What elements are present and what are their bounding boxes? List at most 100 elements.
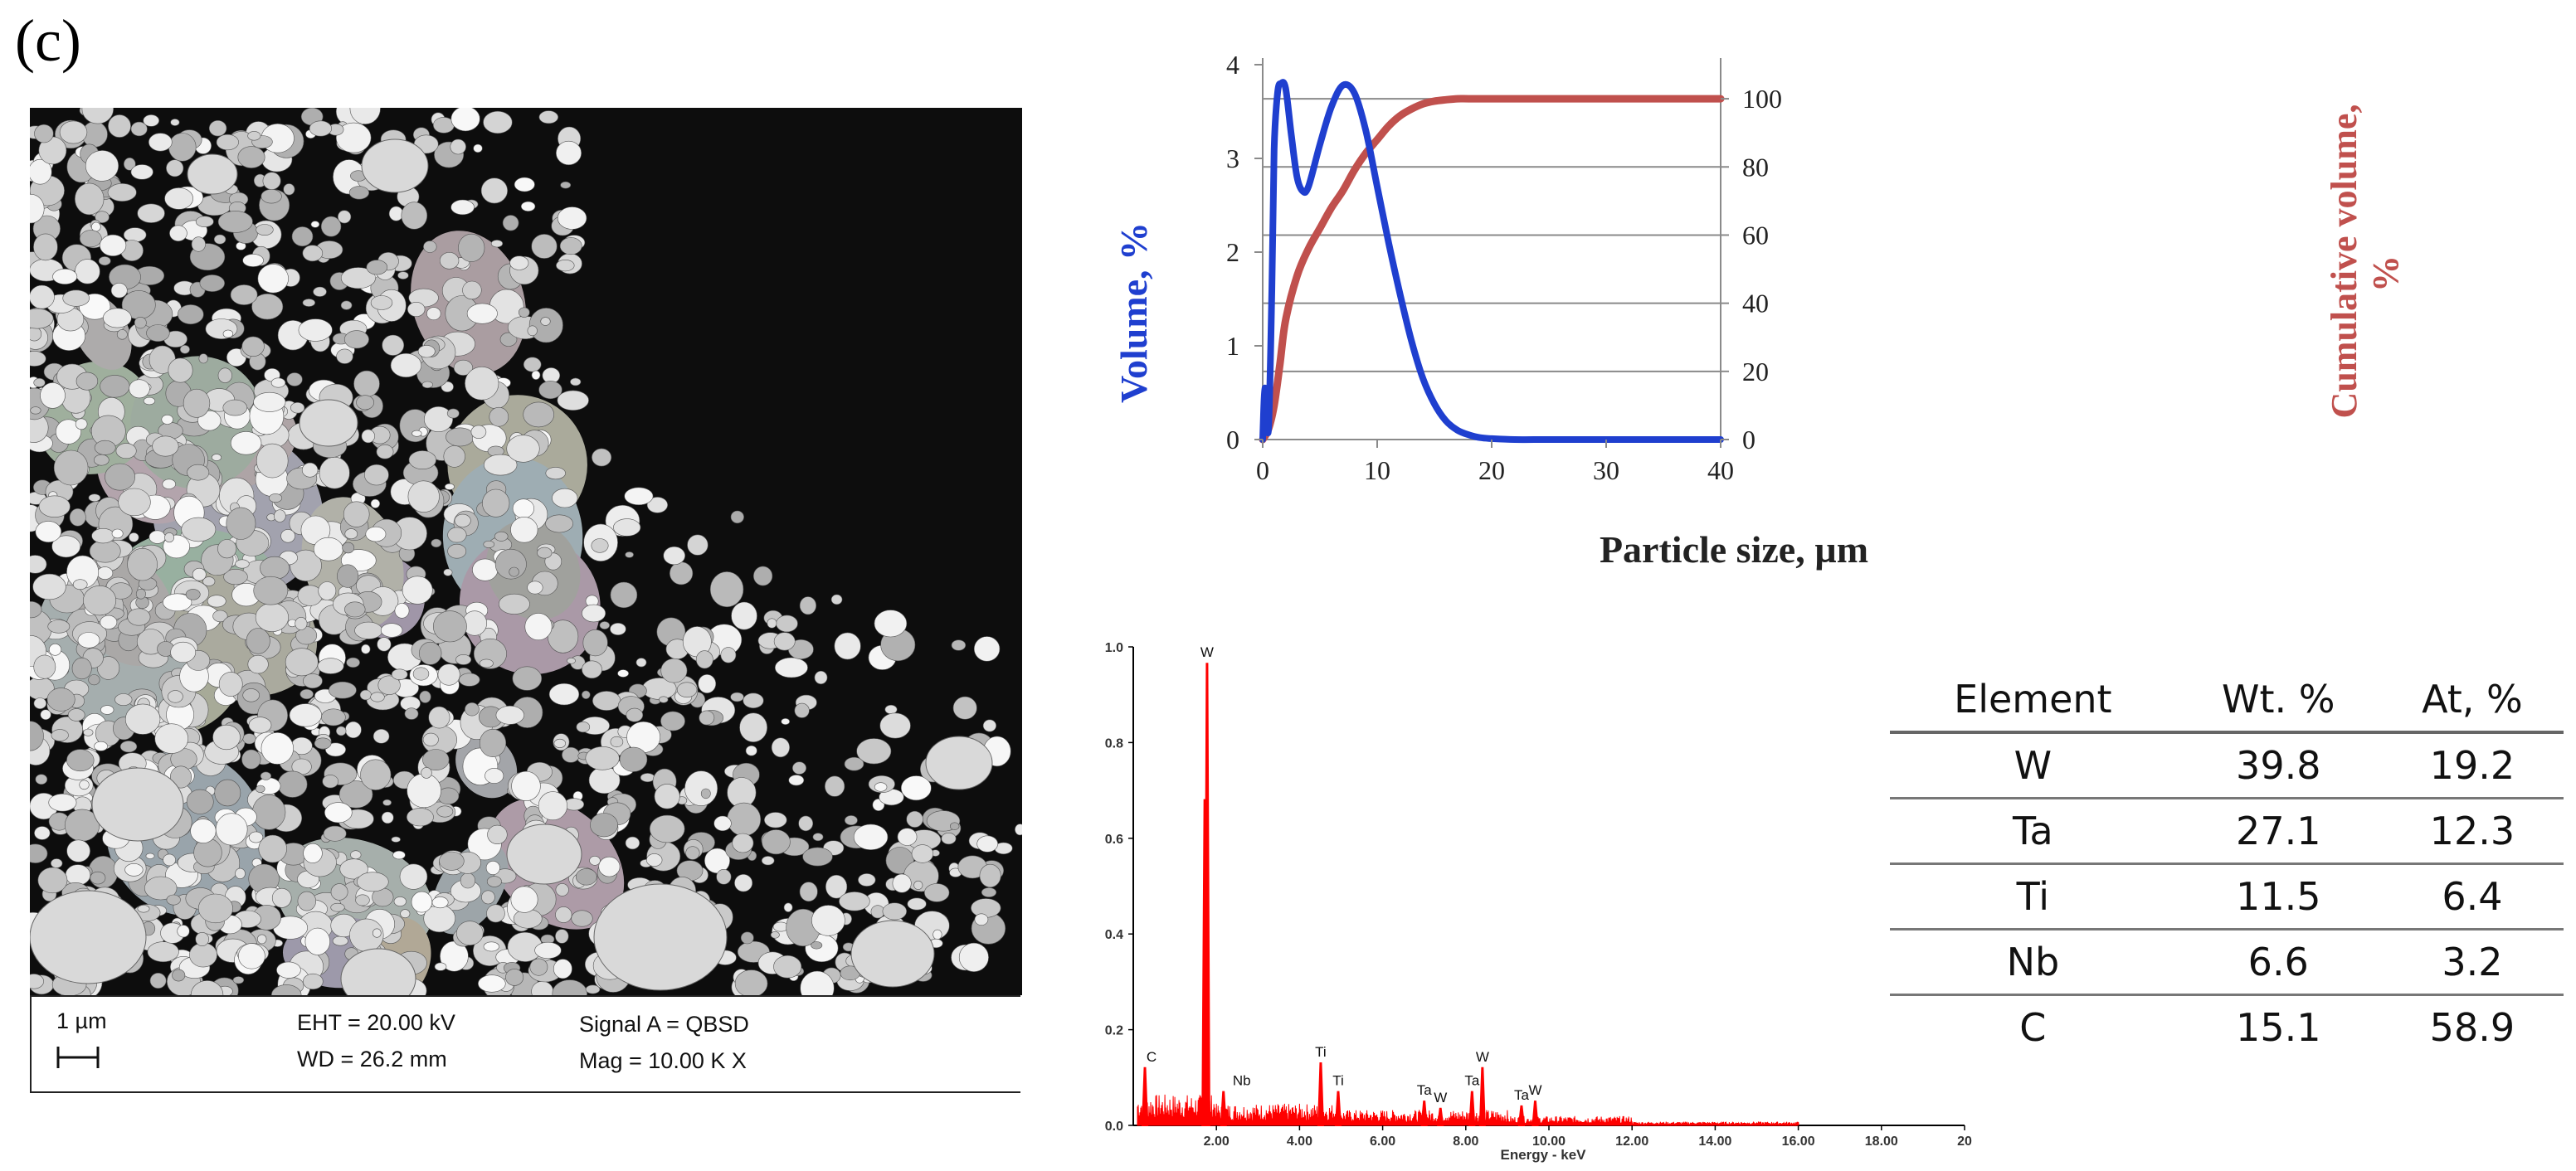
particle <box>258 834 287 863</box>
particle <box>798 815 814 832</box>
particle <box>330 883 348 901</box>
particle <box>390 352 422 378</box>
particle <box>582 629 608 657</box>
eds-y-tick-label: 0.6 <box>1105 833 1123 847</box>
particle <box>982 719 996 732</box>
table-cell: Ti <box>1890 863 2176 930</box>
particle <box>262 172 281 190</box>
particle <box>302 973 324 990</box>
particle <box>402 576 433 605</box>
y-tick-label: 3 <box>1226 143 1239 173</box>
particle <box>585 746 620 770</box>
particle <box>523 401 555 428</box>
particle <box>727 802 762 837</box>
particle <box>88 674 100 686</box>
particle <box>783 902 793 912</box>
particle <box>242 254 264 267</box>
particle <box>137 203 165 223</box>
particle <box>529 958 548 976</box>
signal-text: Signal A = QBSD <box>579 1012 749 1037</box>
particle <box>431 538 442 548</box>
particle <box>740 931 754 945</box>
scale-bar-label: 1 µm <box>56 1008 107 1033</box>
particle <box>850 920 935 988</box>
particle <box>761 856 775 866</box>
table-row: Ta 27.1 12.3 <box>1890 798 2564 865</box>
particle <box>454 513 471 527</box>
particle <box>276 961 301 979</box>
particle <box>290 549 322 582</box>
particle <box>407 480 440 513</box>
particle <box>380 623 403 638</box>
particle <box>490 240 504 248</box>
particle <box>33 233 58 261</box>
particle <box>71 657 92 680</box>
table-cell: Ta <box>1890 798 2176 865</box>
particle <box>839 892 870 911</box>
scale-bar-icon <box>56 1047 100 1068</box>
eds-y-tick-label: 1.0 <box>1105 641 1123 655</box>
particle <box>147 941 179 963</box>
particle <box>144 876 178 901</box>
particle <box>55 419 81 445</box>
particle <box>353 370 380 397</box>
particle <box>33 377 46 387</box>
panel-label: (c) <box>15 7 81 74</box>
particle <box>589 855 601 866</box>
particle <box>149 973 167 989</box>
particle <box>328 681 357 699</box>
particle <box>105 463 136 491</box>
particle <box>625 551 634 558</box>
eds-peak <box>1334 1091 1342 1126</box>
table-cell: 19.2 <box>2380 732 2564 799</box>
particle <box>69 508 86 527</box>
eds-peak-label: Ti <box>1315 1044 1327 1060</box>
particle <box>304 927 330 955</box>
particle <box>458 233 485 262</box>
y-tick-label: 1 <box>1226 331 1239 361</box>
particle <box>555 140 582 166</box>
particle <box>545 514 573 533</box>
particle <box>90 871 106 885</box>
particle <box>270 377 286 388</box>
particle <box>892 873 912 893</box>
particle <box>216 134 239 151</box>
particle <box>340 267 376 289</box>
particle <box>781 717 791 725</box>
particle <box>217 367 232 383</box>
particle <box>481 890 495 905</box>
particle <box>545 467 566 480</box>
particle <box>553 738 566 748</box>
particle <box>882 902 908 921</box>
particle <box>146 324 170 343</box>
particle <box>510 517 538 543</box>
particle <box>190 819 217 843</box>
particle <box>356 872 389 892</box>
particle <box>199 275 226 292</box>
particle <box>512 666 543 691</box>
x-tick-label: 10 <box>1364 455 1390 485</box>
particle <box>567 657 576 664</box>
particle <box>137 905 150 913</box>
particle <box>373 728 390 744</box>
particle <box>88 855 119 889</box>
particle <box>548 683 580 706</box>
particle <box>124 703 161 735</box>
particle <box>411 430 422 437</box>
particle <box>732 833 754 853</box>
particle <box>455 654 472 665</box>
particle <box>48 643 62 656</box>
particle <box>531 370 541 380</box>
particle <box>91 767 184 842</box>
particle <box>339 858 368 880</box>
particle <box>34 826 51 840</box>
particle <box>187 153 238 195</box>
particle <box>38 495 71 517</box>
particle <box>949 822 960 830</box>
particle <box>230 284 258 305</box>
particle <box>95 211 110 223</box>
particle <box>423 406 453 432</box>
particle <box>776 615 798 633</box>
particle <box>248 717 272 734</box>
particle <box>212 610 228 623</box>
